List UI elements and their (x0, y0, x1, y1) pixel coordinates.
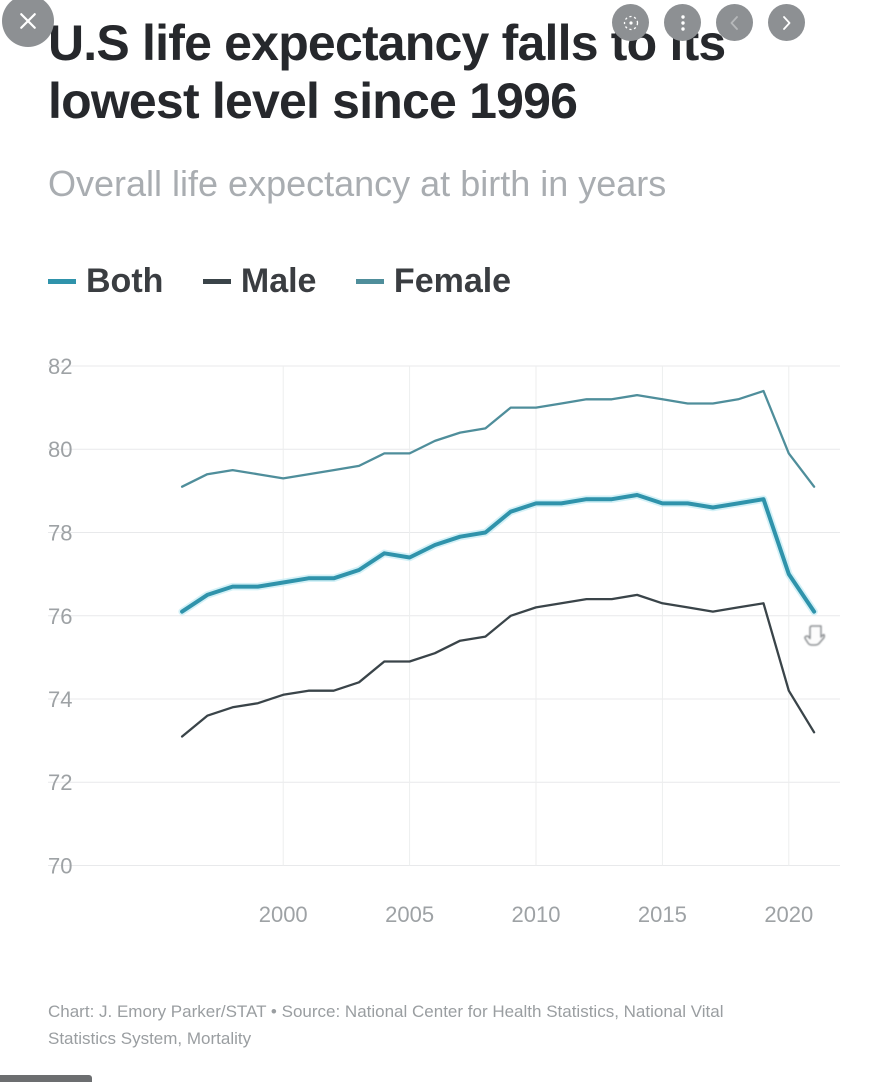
svg-text:74: 74 (48, 687, 72, 712)
svg-text:82: 82 (48, 354, 72, 379)
svg-text:72: 72 (48, 770, 72, 795)
svg-text:2000: 2000 (259, 902, 308, 927)
svg-text:76: 76 (48, 604, 72, 629)
svg-text:80: 80 (48, 437, 72, 462)
svg-text:78: 78 (48, 521, 72, 546)
svg-text:2005: 2005 (385, 902, 434, 927)
svg-text:2015: 2015 (638, 902, 687, 927)
svg-text:2020: 2020 (764, 902, 813, 927)
svg-text:70: 70 (48, 854, 72, 879)
svg-text:2010: 2010 (512, 902, 561, 927)
